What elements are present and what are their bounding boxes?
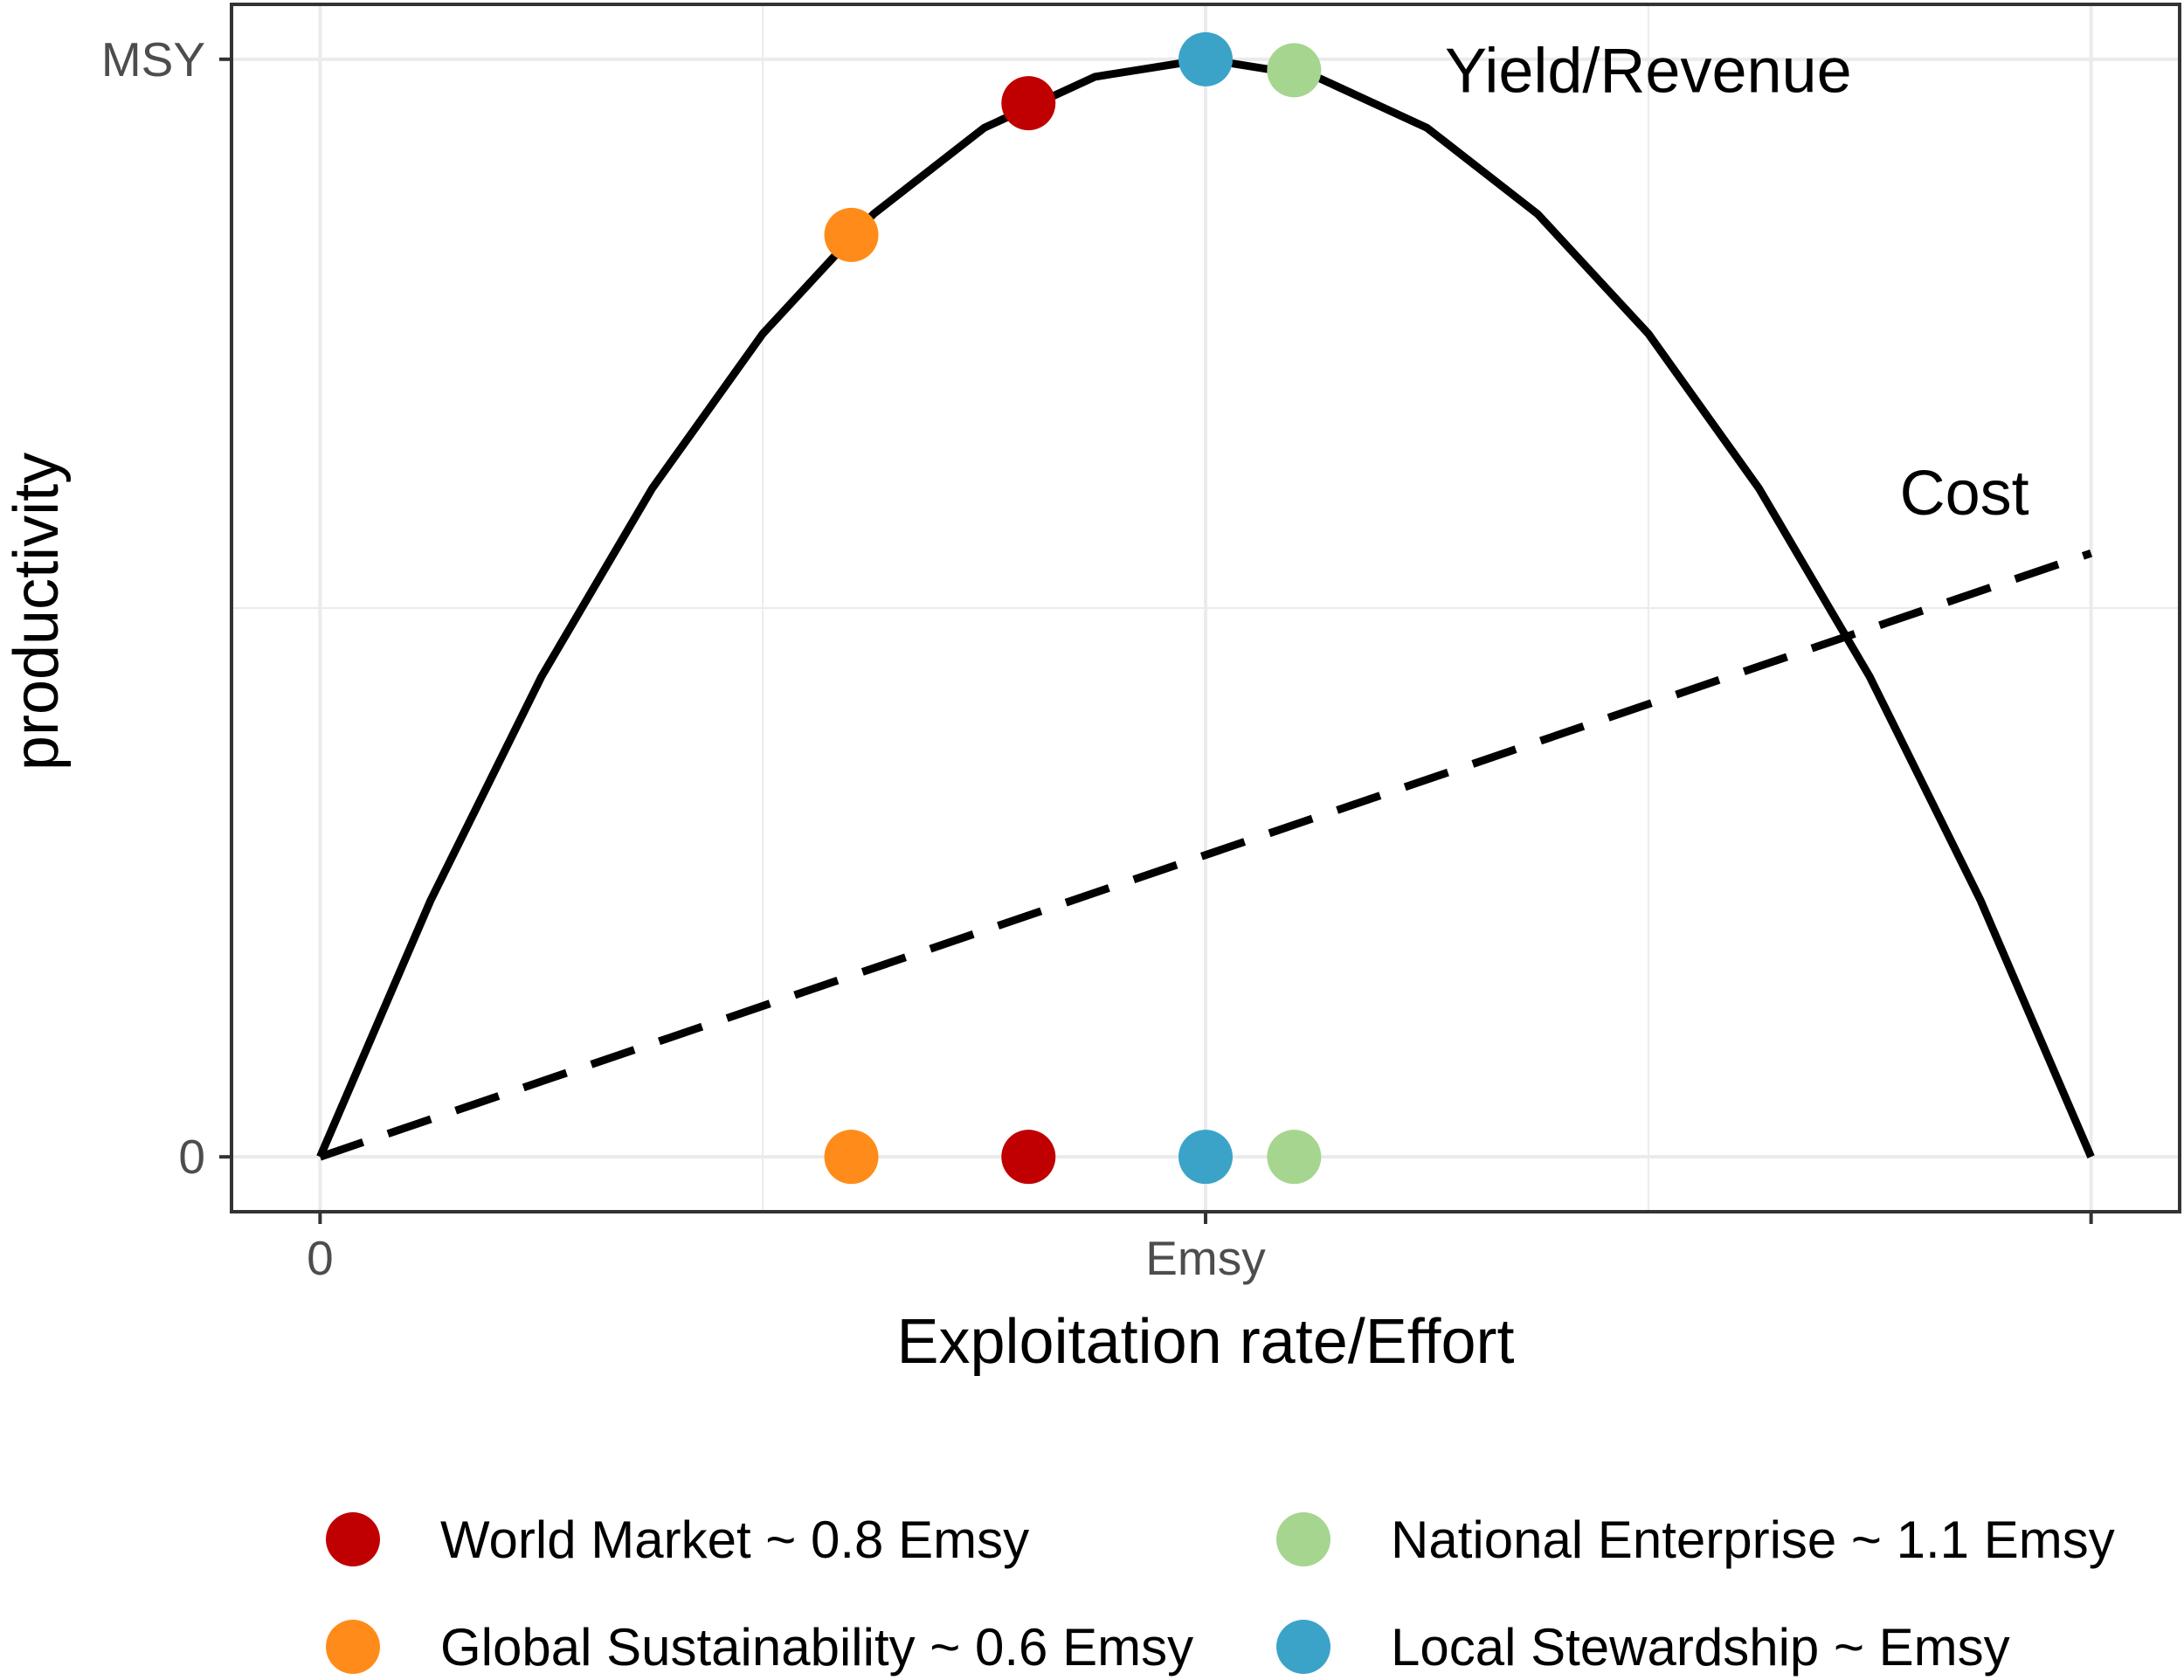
legend-key (326, 1512, 380, 1566)
legend-key (326, 1620, 380, 1674)
axes: 0 Emsy 0 MSY (101, 3, 2181, 1285)
data-point-baseline (1267, 1130, 1322, 1185)
data-point (824, 207, 879, 262)
y-tick-label: MSY (101, 32, 205, 86)
legend-label: Local Stewardship ~ Emsy (1391, 1618, 2010, 1677)
data-point-baseline (824, 1130, 879, 1185)
data-points (824, 31, 1322, 1185)
annotation: Cost (1900, 459, 2029, 529)
annotation: Yield/Revenue (1445, 37, 1852, 107)
x-tick-label: 0 (307, 1231, 334, 1285)
x-axis-title: Exploitation rate/Effort (896, 1307, 1514, 1377)
data-point (1267, 43, 1322, 98)
data-point-baseline (1001, 1130, 1056, 1185)
y-tick-label: 0 (178, 1130, 205, 1184)
legend-label: World Market ~ 0.8 Emsy (440, 1511, 1029, 1569)
legend-label: National Enterprise ~ 1.1 Emsy (1391, 1511, 2115, 1569)
y-axis-title: productivity (2, 453, 72, 771)
legend-key (1276, 1512, 1330, 1566)
legend-label: Global Sustainability ~ 0.6 Emsy (440, 1618, 1193, 1677)
annotations: Yield/Revenue Cost (1445, 37, 2029, 529)
series-line-cost (318, 549, 2093, 1161)
legend: World Market ~ 0.8 Emsy National Enterpri… (326, 1511, 2115, 1677)
data-point (1178, 31, 1233, 86)
grid-lines (232, 4, 2180, 1212)
data-point-baseline (1178, 1130, 1233, 1185)
legend-key (1276, 1620, 1330, 1674)
x-tick-label: Emsy (1145, 1231, 1266, 1285)
data-point (1001, 76, 1056, 131)
